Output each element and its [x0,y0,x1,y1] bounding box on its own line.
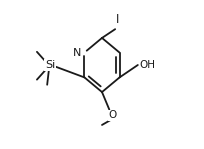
Text: Si: Si [45,60,55,70]
Text: OH: OH [139,60,155,70]
Text: N: N [72,48,81,58]
Text: I: I [116,13,119,26]
Text: O: O [108,110,116,120]
